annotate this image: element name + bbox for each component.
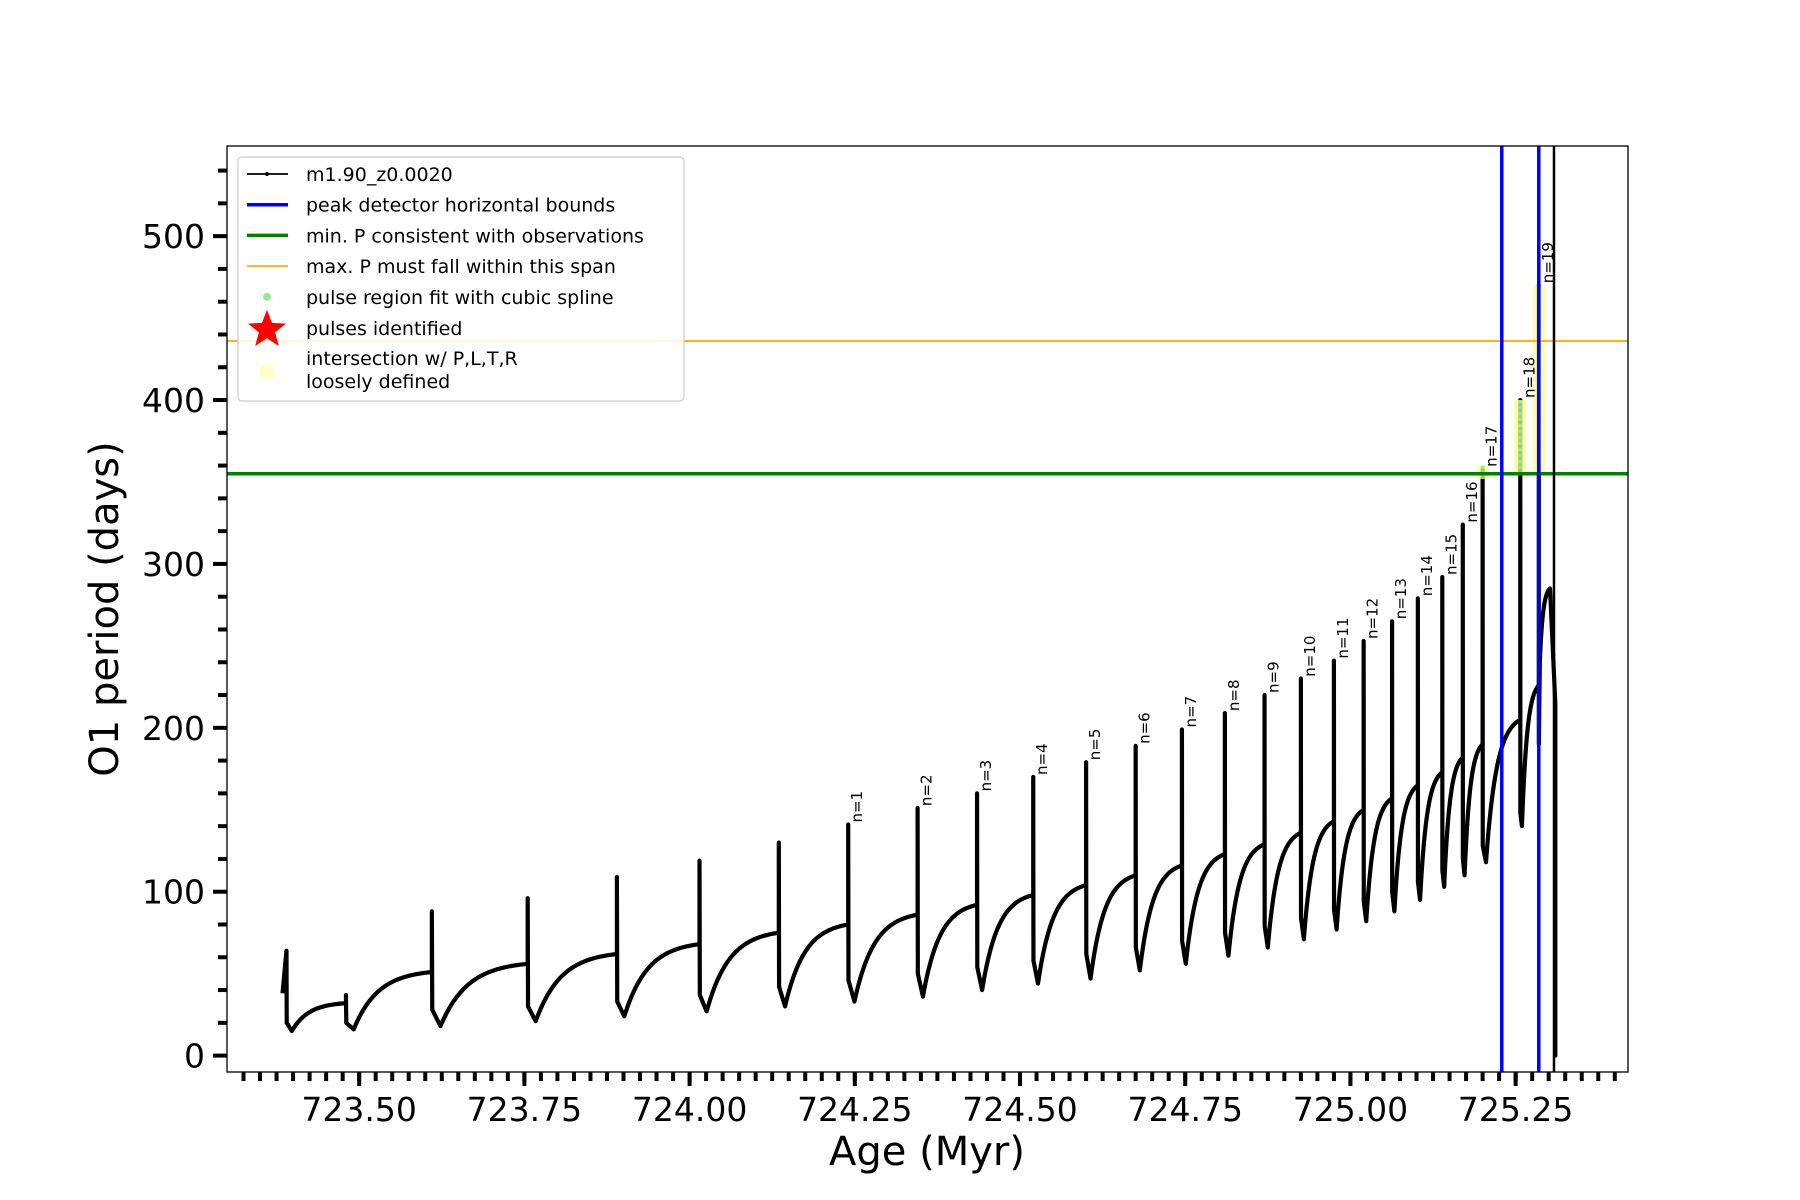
y-tick-label: 100 — [142, 873, 205, 912]
y-tick-label: 400 — [142, 381, 205, 420]
legend-label: loosely defined — [306, 371, 450, 393]
legend-handle-big-dot — [259, 363, 275, 380]
legend-label: min. P consistent with observations — [306, 225, 644, 247]
pulse-label: n=10 — [1301, 636, 1319, 677]
pulse-label: n=4 — [1033, 743, 1051, 775]
pulse-label: n=1 — [848, 791, 866, 823]
pulse-label: n=7 — [1182, 696, 1200, 728]
pulse-label: n=13 — [1392, 578, 1410, 619]
x-tick-label: 724.25 — [797, 1090, 912, 1129]
y-tick-label: 0 — [184, 1037, 205, 1076]
legend-label: max. P must fall within this span — [306, 256, 616, 278]
pulse-label: n=6 — [1136, 712, 1154, 744]
pulse-label: n=12 — [1364, 598, 1382, 639]
axes: 723.50 723.75 724.00 724.25 724.50 724.75 725.… — [142, 168, 1617, 1129]
pulse-label: n=9 — [1265, 661, 1283, 693]
legend-label: pulses identified — [306, 318, 462, 340]
pulse-label: n=15 — [1442, 534, 1460, 575]
pulse-label: n=8 — [1225, 679, 1243, 711]
legend-frame — [237, 156, 685, 402]
legend-label: peak detector horizontal bounds — [306, 195, 615, 217]
pulse-label: n=2 — [918, 774, 936, 806]
legend-handle-dot — [263, 292, 271, 301]
pulse-label: n=11 — [1334, 617, 1352, 658]
legend-label: pulse region fit with cubic spline — [306, 287, 614, 309]
legend-label: intersection w/ P,L,T,R — [306, 348, 518, 370]
x-tick-label: 724.00 — [632, 1090, 747, 1129]
pulse-label: n=19 — [1539, 242, 1557, 283]
x-tick-label: 724.50 — [962, 1090, 1077, 1129]
x-tick-label: 724.75 — [1127, 1090, 1242, 1129]
x-tick-label: 725.25 — [1458, 1090, 1573, 1129]
y-tick-label: 500 — [142, 217, 205, 256]
legend-label: m1.90_z0.0020 — [306, 164, 453, 186]
x-axis-title: Age (Myr) — [829, 1129, 1025, 1175]
x-tick-label: 723.75 — [467, 1090, 582, 1129]
pulse-label: n=18 — [1520, 357, 1538, 398]
pulse-label: n=3 — [977, 760, 995, 792]
pulse-label: n=5 — [1086, 729, 1104, 761]
series-line-m1-90-z0-0020 — [280, 283, 1558, 1058]
legend-handle-marker — [265, 172, 269, 176]
y-tick-label: 300 — [142, 545, 205, 584]
y-axis-title: O1 period (days) — [82, 441, 128, 776]
pulse-label: n=17 — [1483, 426, 1501, 467]
axes-frame — [226, 145, 1629, 1073]
x-tick-label: 723.50 — [301, 1090, 416, 1129]
pulse-label: n=16 — [1463, 481, 1481, 522]
legend-handle-star — [248, 309, 286, 346]
x-tick-label: 725.00 — [1293, 1090, 1408, 1129]
y-tick-label: 200 — [142, 709, 205, 748]
plot-area: n=1 n=2 n=3 n=4 n=5 n=6 n=7 n=8 n=9 n=10 n=11 n=12 n… — [227, 146, 1628, 1072]
pulse-label: n=14 — [1418, 555, 1436, 596]
